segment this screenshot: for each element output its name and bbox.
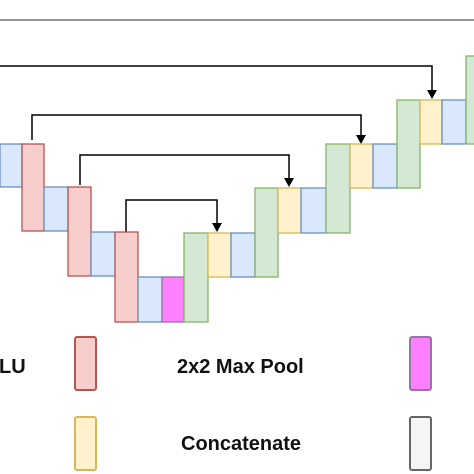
concat-block (349, 143, 374, 189)
skip-arrow-3 (79, 154, 290, 185)
bn-block (0, 143, 23, 188)
bn-block (90, 231, 116, 277)
decoder-blocks (183, 55, 474, 323)
conv-block (21, 143, 45, 232)
bn-block (137, 276, 163, 323)
arrow-head-icon (356, 135, 366, 144)
arrow-head-icon (427, 90, 437, 99)
legend-concat-label: Concatenate (181, 433, 302, 455)
legend-maxpool-swatch (409, 336, 432, 391)
arrow-head-icon (212, 223, 222, 232)
conv-block (67, 186, 92, 277)
bn-block (300, 187, 327, 234)
legend-conv-swatch (74, 336, 97, 391)
skip-arrow-2 (31, 114, 362, 140)
upconv-block (465, 55, 474, 145)
skip-arrow-1 (0, 65, 433, 92)
legend-swatches (74, 336, 432, 471)
concat-block (277, 187, 302, 234)
upconv-block (325, 143, 351, 234)
legend-relu-label: LU (0, 356, 26, 378)
arrow-heads (212, 90, 437, 232)
bn-block (43, 186, 69, 232)
concat-block (419, 99, 443, 145)
bn-block (441, 99, 467, 145)
upconv-block (183, 232, 209, 323)
arrow-head-icon (284, 178, 294, 187)
encoder-blocks (0, 143, 185, 323)
upconv-block (254, 187, 279, 278)
skip-arrow-4 (125, 199, 218, 232)
concat-block (207, 232, 232, 278)
legend-grey-swatch (409, 416, 432, 471)
bn-block (372, 143, 398, 189)
conv-block (114, 231, 139, 323)
upconv-block (396, 99, 421, 189)
skip-connections (0, 65, 433, 232)
legend-concat-swatch (74, 416, 97, 471)
legend-maxpool-label: 2x2 Max Pool (177, 356, 304, 378)
maxpool-block (161, 276, 185, 323)
bn-block (230, 232, 256, 278)
